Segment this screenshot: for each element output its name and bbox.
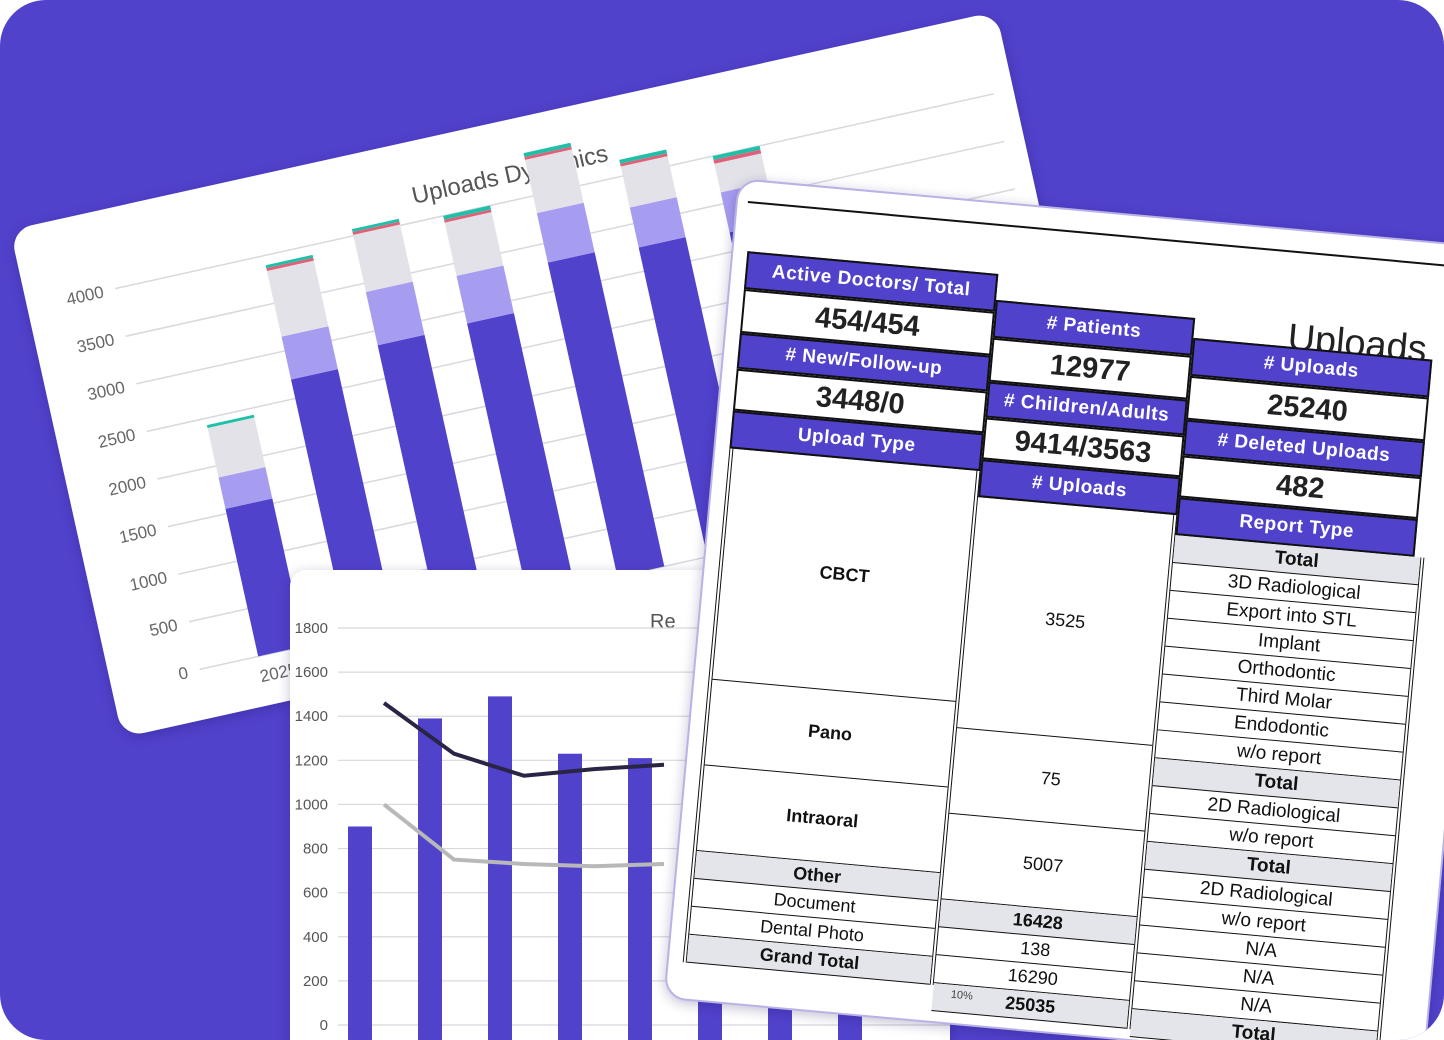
bar-segment [620, 156, 677, 208]
y-tick-label: 400 [303, 929, 328, 946]
bar-segment [619, 149, 667, 164]
bar-segment [266, 257, 314, 271]
bar-segment [365, 281, 425, 346]
y-tick-label: 1800 [295, 620, 328, 637]
bar-segment [444, 209, 492, 223]
bar-segment [265, 254, 314, 269]
bar [628, 758, 652, 1040]
y-tick-label: 4000 [65, 282, 106, 309]
uploads-cell: 3525 [957, 497, 1174, 746]
y-tick-label: 0 [320, 1017, 328, 1034]
y-tick-label: 800 [303, 841, 328, 858]
y-tick-label: 1400 [295, 708, 328, 725]
y-tick-label: 200 [303, 973, 328, 990]
bar-segment [536, 202, 595, 263]
y-tick-label: 1500 [117, 520, 158, 547]
bar [488, 696, 512, 1040]
y-tick-label: 3500 [75, 330, 116, 357]
y-tick-label: 1600 [295, 664, 328, 681]
top-rule [747, 200, 1444, 271]
y-tick-label: 1200 [295, 752, 328, 769]
upload-type-cell: CBCT [712, 448, 977, 702]
report-type-column: Total 3D Radiological Export into STL Impla… [1129, 535, 1425, 1040]
bar-segment [266, 260, 329, 337]
bar-segment [377, 334, 485, 617]
uploads-table-card: Uploads Active Doctors/ Total # Patients… [663, 178, 1444, 1040]
footnote: 10% [950, 988, 974, 1003]
summary-table: Active Doctors/ Total # Patients # Uploa… [682, 251, 1444, 1040]
bar [558, 753, 582, 1040]
bar-segment [713, 149, 762, 164]
bar-segment [712, 145, 761, 160]
bar-segment [456, 265, 514, 324]
bar [348, 826, 372, 1040]
series-line [382, 701, 665, 778]
bar-segment [352, 221, 401, 235]
bar-segment [629, 197, 686, 248]
upload-type-column: CBCT Pano Intraoral Other Document Denta… [682, 448, 981, 986]
bar-segment [281, 326, 338, 380]
bar-segment [547, 252, 665, 577]
y-tick-label: 2000 [107, 473, 148, 500]
bar-segment [291, 369, 395, 637]
bar-segment [444, 212, 504, 276]
bar-segment [218, 467, 273, 509]
y-tick-label: 600 [303, 885, 328, 902]
bar-segment [525, 149, 584, 214]
bar-segment [351, 218, 400, 233]
y-tick-label: 1000 [295, 796, 328, 813]
bar-segment [206, 414, 255, 428]
bar [418, 718, 442, 1040]
series-line [382, 802, 665, 869]
y-tick-label: 3000 [86, 378, 127, 405]
y-tick-label: 0 [177, 663, 190, 684]
chart-title: Re [650, 611, 676, 633]
y-tick-label: 2500 [96, 425, 137, 452]
bar-segment [207, 417, 266, 478]
bar-segment [467, 313, 575, 597]
bar-segment [523, 142, 572, 157]
bar-segment [524, 146, 572, 160]
y-tick-label: 1000 [128, 568, 169, 595]
bar-segment [225, 498, 306, 657]
bar-segment [353, 224, 413, 292]
bar-segment [443, 205, 491, 220]
bar-segment [620, 153, 668, 167]
y-tick-label: 500 [148, 616, 180, 641]
